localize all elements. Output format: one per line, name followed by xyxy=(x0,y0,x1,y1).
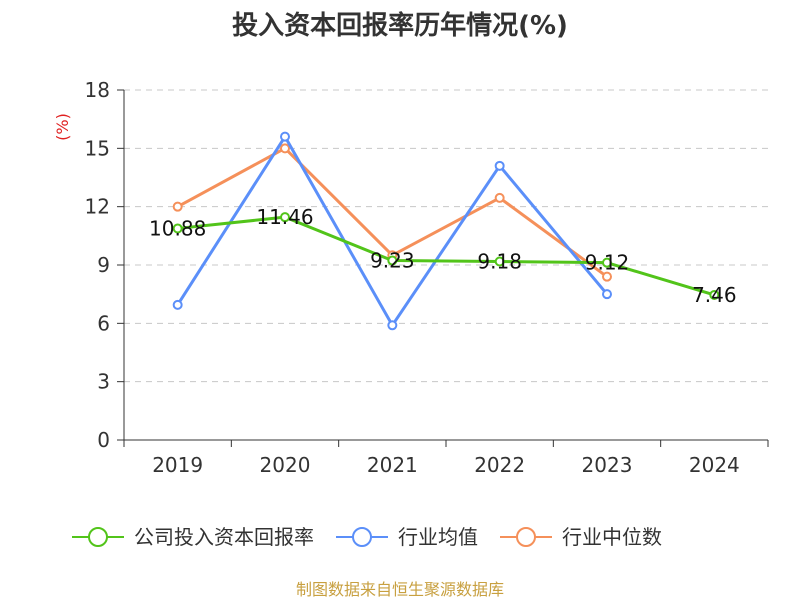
legend: 公司投入资本回报率 行业均值 行业中位数 xyxy=(72,525,662,549)
y-tick-label: 6 xyxy=(97,311,110,335)
y-tick-label: 18 xyxy=(85,78,110,102)
x-tick-label: 2019 xyxy=(152,453,203,477)
y-tick-label: 0 xyxy=(97,428,110,452)
data-label: 9.23 xyxy=(370,249,415,273)
data-point xyxy=(387,320,398,331)
x-tick-label: 2022 xyxy=(474,453,525,477)
y-tick-label: 15 xyxy=(85,136,110,160)
legend-label: 公司投入资本回报率 xyxy=(134,525,314,549)
data-label: 9.18 xyxy=(477,250,522,274)
data-point xyxy=(280,212,290,223)
x-tick-label: 2021 xyxy=(367,453,418,477)
data-label: 11.46 xyxy=(256,205,313,229)
legend-label: 行业中位数 xyxy=(562,525,662,549)
x-tick-label: 2020 xyxy=(260,453,311,477)
legend-label: 行业均值 xyxy=(398,525,478,549)
data-point xyxy=(709,289,720,300)
data-point xyxy=(280,143,290,154)
data-point xyxy=(280,131,290,142)
y-tick-label: 12 xyxy=(85,195,110,219)
data-point xyxy=(172,299,183,310)
data-point xyxy=(172,201,183,212)
series-lines xyxy=(172,131,720,331)
source-note: 制图数据来自恒生聚源数据库 xyxy=(296,580,504,599)
y-tick-label: 3 xyxy=(97,370,110,394)
chart-title: 投入资本回报率历年情况(%) xyxy=(232,10,568,41)
series-line xyxy=(177,215,715,297)
data-point xyxy=(602,257,612,268)
data-point xyxy=(172,223,183,234)
x-tick-label: 2024 xyxy=(689,453,740,477)
axes: 0 3 6 9 12 15 18 2019 2020 2021 2022 2023 2024 xyxy=(85,78,769,477)
data-label: 9.12 xyxy=(585,251,630,275)
grid-lines xyxy=(124,89,768,383)
x-tick-label: 2023 xyxy=(582,453,633,477)
legend-marker xyxy=(516,527,536,547)
data-label: 10.88 xyxy=(149,216,206,240)
data-point xyxy=(494,256,505,267)
data-point xyxy=(494,160,505,171)
data-point xyxy=(602,289,612,300)
legend-marker xyxy=(352,527,372,547)
data-point xyxy=(494,192,505,203)
data-point xyxy=(602,271,612,282)
legend-marker xyxy=(88,527,108,547)
y-tick-label: 9 xyxy=(97,253,110,277)
y-axis-unit-label: (%) xyxy=(53,113,72,141)
data-label: 7.46 xyxy=(692,283,737,307)
data-point xyxy=(387,255,398,266)
data-labels: 10.88 11.46 9.23 9.18 9.12 7.46 xyxy=(149,205,737,307)
